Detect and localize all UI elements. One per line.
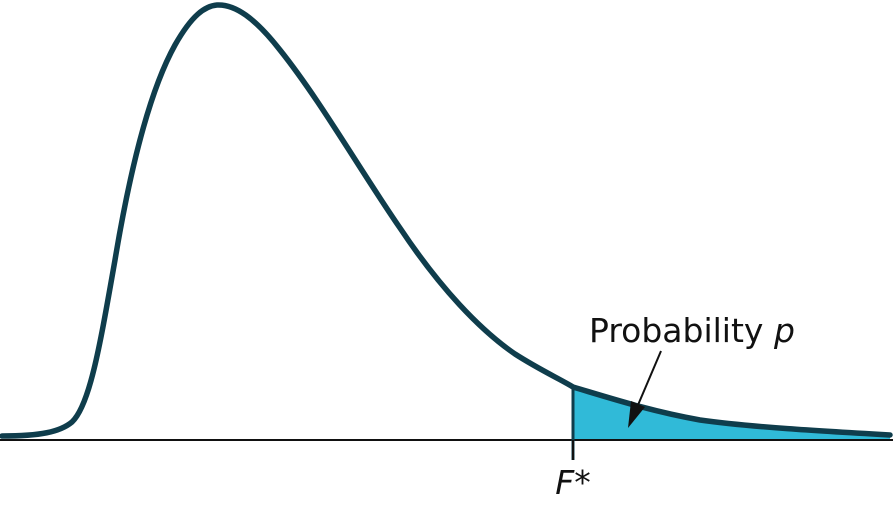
critical-value-label: F* — [555, 463, 590, 502]
probability-label: Probability p — [589, 311, 795, 350]
density-curve — [0, 2, 893, 439]
tail-probability-region — [573, 387, 890, 440]
probability-label-variable: p — [773, 311, 795, 350]
probability-pointer-arrowhead — [628, 401, 645, 428]
probability-pointer-line — [637, 350, 662, 406]
probability-label-text: Probability — [589, 311, 774, 350]
